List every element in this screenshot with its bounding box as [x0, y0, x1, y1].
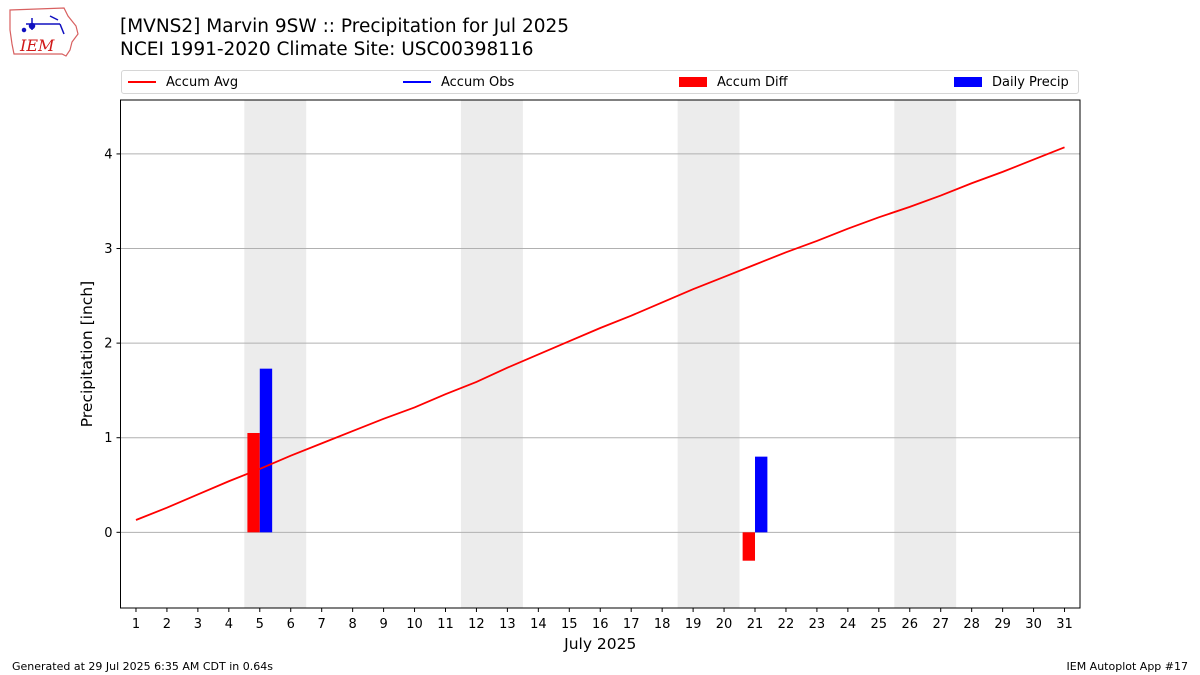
line-accum-avg [135, 146, 1065, 521]
bar-daily-precip-day-21 [755, 456, 768, 533]
x-tick-label-10: 10 [406, 617, 423, 632]
bar-accum-diff-day-21 [742, 532, 756, 561]
x-tick-label-31: 31 [1056, 617, 1073, 632]
x-tick-label-11: 11 [437, 617, 454, 632]
weekend-shade-3 [677, 100, 740, 608]
legend-label-accum-diff: Accum Diff [717, 74, 788, 90]
x-tick-label-4: 4 [225, 617, 233, 632]
legend-label-accum-avg: Accum Avg [166, 74, 239, 90]
legend-swatch-accum-avg [128, 81, 156, 83]
bar-daily-precip-day-5 [259, 368, 273, 533]
iem-logo: IEM [9, 7, 79, 57]
legend-swatch-accum-diff [679, 77, 707, 87]
bar-accum-diff-day-5 [247, 432, 260, 533]
legend-label-daily-precip: Daily Precip [992, 74, 1069, 90]
legend-item-accum-diff: Accum Diff [679, 71, 788, 93]
legend-swatch-accum-obs [403, 81, 431, 83]
x-tick-label-19: 19 [685, 617, 702, 632]
y-tick-label-3: 3 [104, 242, 112, 257]
x-tick-label-20: 20 [716, 617, 733, 632]
x-tick-label-17: 17 [623, 617, 640, 632]
x-tick-label-29: 29 [994, 617, 1011, 632]
x-axis-label: July 2025 [563, 635, 636, 653]
x-tick-label-16: 16 [592, 617, 609, 632]
x-tick-label-1: 1 [132, 617, 140, 632]
x-tick-label-14: 14 [530, 617, 547, 632]
x-tick-label-15: 15 [561, 617, 578, 632]
legend-item-accum-obs: Accum Obs [403, 71, 514, 93]
x-tick-label-9: 9 [379, 617, 387, 632]
logo-text: IEM [19, 36, 55, 55]
y-tick-label-1: 1 [104, 431, 112, 446]
x-tick-label-25: 25 [871, 617, 888, 632]
x-tick-label-3: 3 [194, 617, 202, 632]
y-tick-label-2: 2 [104, 337, 112, 352]
legend-swatch-daily-precip [954, 77, 982, 87]
y-tick-label-0: 0 [104, 526, 112, 541]
x-tick-label-23: 23 [809, 617, 826, 632]
chart-title: [MVNS2] Marvin 9SW :: Precipitation for … [120, 16, 570, 37]
x-tick-label-8: 8 [348, 617, 356, 632]
footer-generated-text: Generated at 29 Jul 2025 6:35 AM CDT in … [12, 660, 273, 673]
x-tick-label-21: 21 [747, 617, 764, 632]
x-tick-label-27: 27 [932, 617, 949, 632]
chart-subtitle: NCEI 1991-2020 Climate Site: USC00398116 [120, 39, 534, 60]
x-tick-label-30: 30 [1025, 617, 1042, 632]
y-tick-label-4: 4 [104, 147, 112, 162]
x-tick-label-12: 12 [468, 617, 485, 632]
x-tick-label-18: 18 [654, 617, 671, 632]
legend: Accum Avg Accum Obs Accum Diff Daily Pre… [121, 70, 1079, 94]
x-tick-label-2: 2 [163, 617, 171, 632]
legend-item-daily-precip: Daily Precip [954, 71, 1069, 93]
x-tick-label-28: 28 [963, 617, 980, 632]
x-tick-label-5: 5 [256, 617, 264, 632]
x-tick-label-6: 6 [287, 617, 295, 632]
y-axis-label: Precipitation [inch] [78, 281, 96, 427]
weather-station-icon [21, 15, 65, 35]
x-tick-label-24: 24 [840, 617, 857, 632]
iowa-outline-icon [9, 7, 79, 57]
footer-app-text: IEM Autoplot App #17 [1066, 660, 1189, 673]
legend-label-accum-obs: Accum Obs [441, 74, 515, 90]
x-tick-label-13: 13 [499, 617, 516, 632]
weekend-shade-4 [894, 100, 957, 608]
weekend-shade-2 [460, 100, 523, 608]
legend-item-accum-avg: Accum Avg [128, 71, 238, 93]
x-tick-label-7: 7 [318, 617, 326, 632]
x-tick-label-22: 22 [778, 617, 795, 632]
x-tick-label-26: 26 [901, 617, 918, 632]
